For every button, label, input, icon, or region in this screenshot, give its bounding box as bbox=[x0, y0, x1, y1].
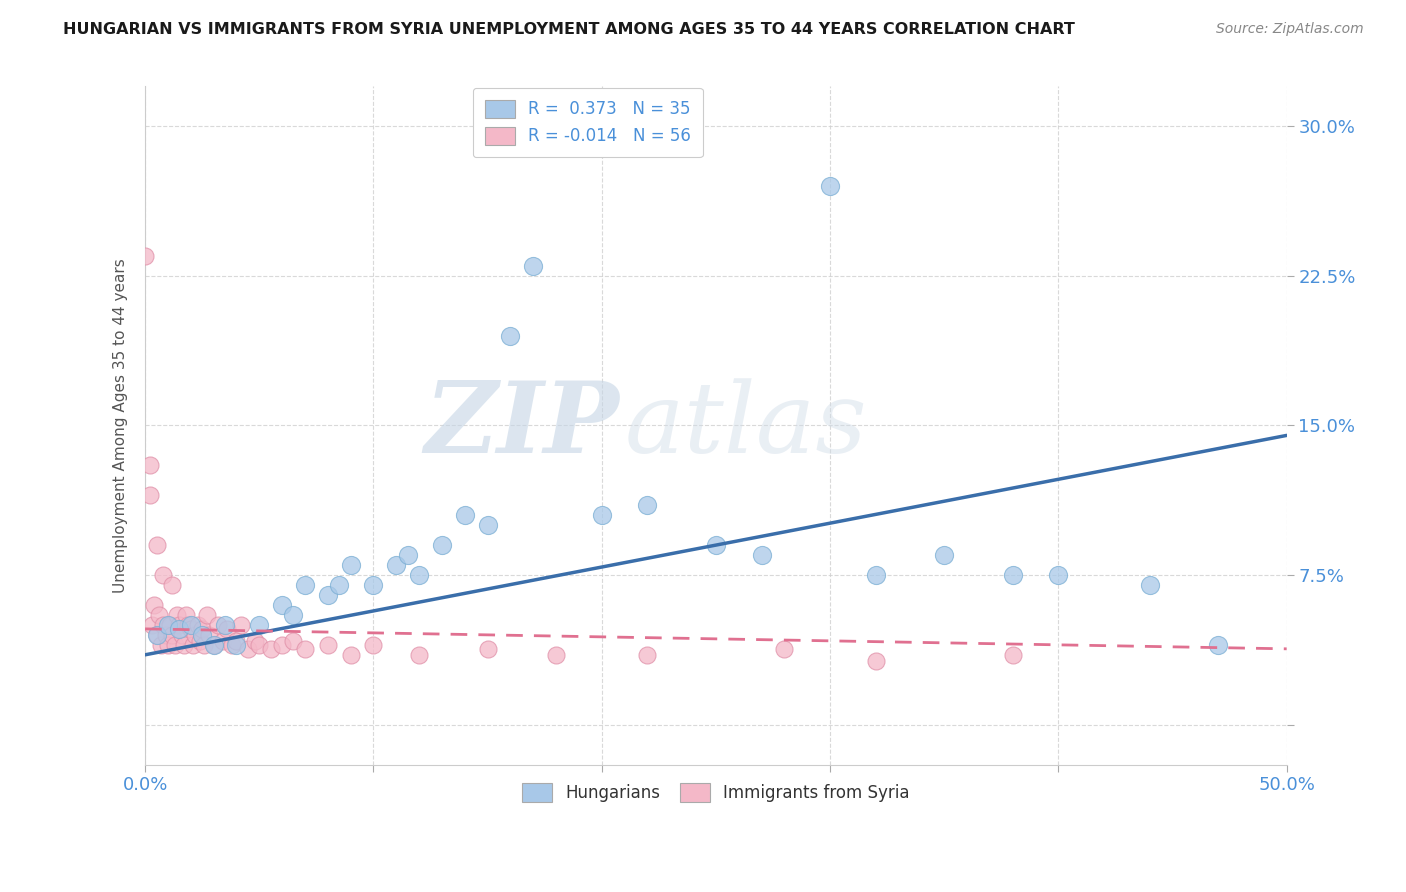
Point bbox=[430, 538, 453, 552]
Point bbox=[181, 638, 204, 652]
Point bbox=[339, 648, 361, 662]
Point bbox=[177, 618, 200, 632]
Point bbox=[173, 638, 195, 652]
Point bbox=[145, 628, 167, 642]
Point bbox=[339, 558, 361, 572]
Point bbox=[477, 641, 499, 656]
Point bbox=[236, 641, 259, 656]
Point bbox=[217, 622, 239, 636]
Point bbox=[225, 638, 247, 652]
Point bbox=[522, 259, 544, 273]
Point bbox=[934, 548, 956, 562]
Point bbox=[591, 508, 613, 523]
Point bbox=[271, 638, 294, 652]
Point bbox=[191, 628, 214, 642]
Point bbox=[141, 618, 163, 632]
Point bbox=[271, 598, 294, 612]
Point bbox=[159, 618, 181, 632]
Point bbox=[408, 568, 430, 582]
Point bbox=[193, 638, 215, 652]
Point bbox=[174, 607, 197, 622]
Point bbox=[294, 578, 316, 592]
Point bbox=[396, 548, 419, 562]
Point bbox=[166, 607, 188, 622]
Point bbox=[152, 568, 174, 582]
Point bbox=[138, 488, 160, 502]
Point bbox=[134, 249, 156, 263]
Y-axis label: Unemployment Among Ages 35 to 44 years: Unemployment Among Ages 35 to 44 years bbox=[114, 258, 128, 593]
Point bbox=[145, 538, 167, 552]
Point bbox=[188, 633, 211, 648]
Point bbox=[477, 518, 499, 533]
Point bbox=[170, 628, 193, 642]
Point bbox=[155, 628, 177, 642]
Point bbox=[229, 618, 252, 632]
Point bbox=[865, 654, 887, 668]
Point bbox=[283, 607, 305, 622]
Point bbox=[316, 588, 339, 602]
Point bbox=[751, 548, 773, 562]
Text: ZIP: ZIP bbox=[423, 377, 619, 474]
Point bbox=[363, 638, 385, 652]
Text: atlas: atlas bbox=[624, 378, 868, 473]
Point bbox=[156, 638, 179, 652]
Point bbox=[316, 638, 339, 652]
Point bbox=[138, 458, 160, 473]
Point bbox=[1001, 568, 1024, 582]
Point bbox=[363, 578, 385, 592]
Point bbox=[247, 638, 270, 652]
Point bbox=[211, 633, 233, 648]
Point bbox=[225, 633, 247, 648]
Point bbox=[385, 558, 408, 572]
Point bbox=[454, 508, 477, 523]
Point bbox=[243, 633, 266, 648]
Text: HUNGARIAN VS IMMIGRANTS FROM SYRIA UNEMPLOYMENT AMONG AGES 35 TO 44 YEARS CORREL: HUNGARIAN VS IMMIGRANTS FROM SYRIA UNEMP… bbox=[63, 22, 1076, 37]
Point bbox=[163, 638, 186, 652]
Point bbox=[294, 641, 316, 656]
Point bbox=[156, 618, 179, 632]
Point bbox=[499, 328, 522, 343]
Point bbox=[214, 618, 236, 632]
Point bbox=[180, 618, 202, 632]
Point bbox=[152, 618, 174, 632]
Point bbox=[187, 618, 209, 632]
Point bbox=[408, 648, 430, 662]
Point bbox=[1047, 568, 1070, 582]
Point bbox=[773, 641, 796, 656]
Point bbox=[195, 607, 218, 622]
Point bbox=[150, 638, 173, 652]
Point bbox=[169, 618, 191, 632]
Legend: Hungarians, Immigrants from Syria: Hungarians, Immigrants from Syria bbox=[510, 772, 921, 814]
Point bbox=[247, 618, 270, 632]
Point bbox=[162, 578, 184, 592]
Point bbox=[143, 598, 166, 612]
Point bbox=[544, 648, 567, 662]
Point bbox=[704, 538, 727, 552]
Point bbox=[1001, 648, 1024, 662]
Point bbox=[636, 648, 658, 662]
Point bbox=[221, 638, 243, 652]
Point bbox=[202, 638, 225, 652]
Text: Source: ZipAtlas.com: Source: ZipAtlas.com bbox=[1216, 22, 1364, 37]
Point bbox=[145, 628, 167, 642]
Point bbox=[180, 622, 202, 636]
Point bbox=[207, 618, 229, 632]
Point bbox=[184, 628, 207, 642]
Point bbox=[283, 633, 305, 648]
Point bbox=[260, 641, 283, 656]
Point bbox=[818, 179, 841, 194]
Point bbox=[162, 628, 184, 642]
Point bbox=[865, 568, 887, 582]
Point bbox=[328, 578, 350, 592]
Point bbox=[198, 628, 221, 642]
Point bbox=[1139, 578, 1161, 592]
Point bbox=[1206, 638, 1229, 652]
Point bbox=[202, 638, 225, 652]
Point bbox=[191, 622, 214, 636]
Point bbox=[148, 607, 170, 622]
Point bbox=[169, 622, 191, 636]
Point bbox=[636, 498, 658, 512]
